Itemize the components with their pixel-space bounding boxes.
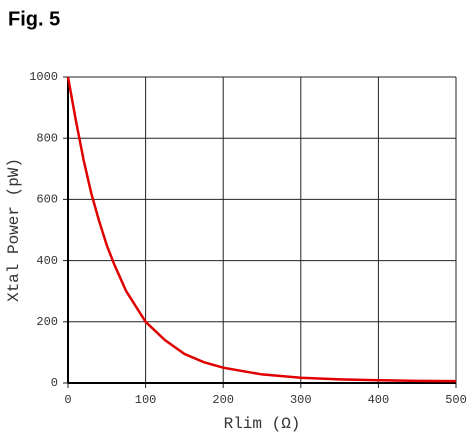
y-tick-label: 400	[36, 254, 58, 268]
x-tick-label: 300	[290, 393, 312, 407]
x-tick-label: 500	[445, 393, 466, 407]
y-tick-label: 1000	[29, 70, 58, 84]
x-axis-label: Rlim (Ω)	[224, 415, 301, 433]
x-tick-label: 100	[135, 393, 157, 407]
chart-title: Fig. 5	[8, 8, 60, 30]
y-tick-label: 200	[36, 315, 58, 329]
y-tick-label: 0	[51, 376, 58, 390]
data-line	[66, 76, 457, 383]
x-tick-label: 400	[368, 393, 390, 407]
y-tick-label: 600	[36, 193, 58, 207]
x-tick-label: 200	[212, 393, 234, 407]
y-tick-label: 800	[36, 131, 58, 145]
y-axis-label: Xtal Power (pW)	[5, 158, 23, 302]
x-tick-label: 0	[64, 393, 71, 407]
